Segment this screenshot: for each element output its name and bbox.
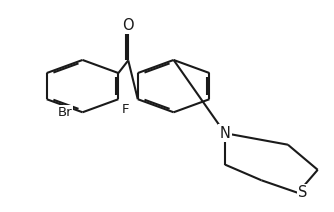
Text: O: O [123, 18, 134, 33]
Text: S: S [298, 185, 308, 200]
Text: Br: Br [58, 106, 72, 119]
Text: N: N [219, 126, 230, 141]
Text: F: F [122, 103, 129, 116]
